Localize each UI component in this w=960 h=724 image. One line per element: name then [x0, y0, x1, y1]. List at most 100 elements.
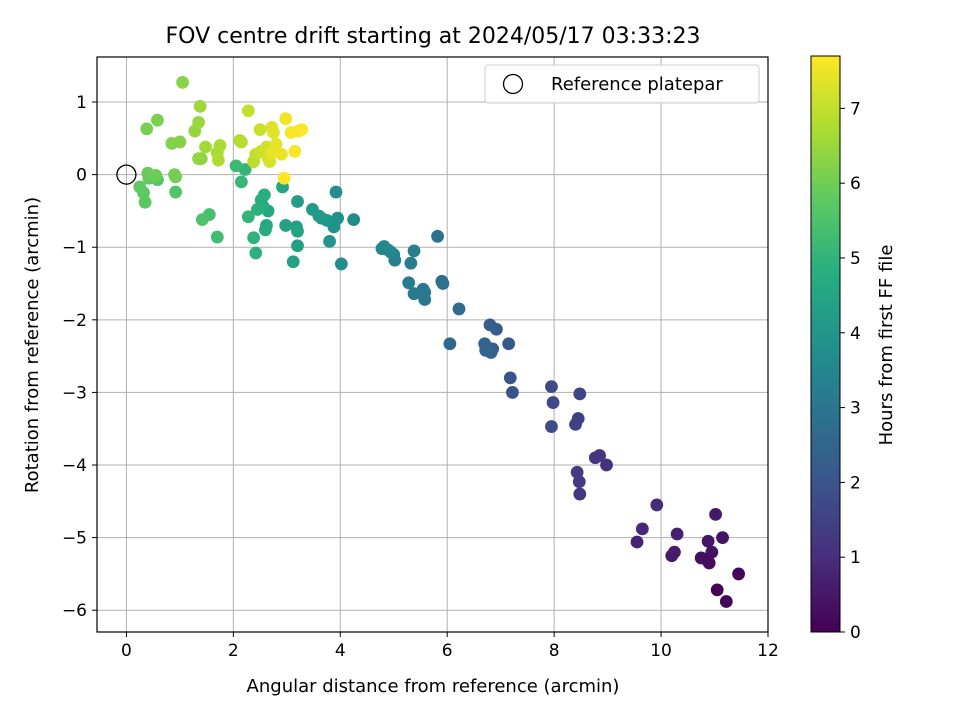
data-point [546, 396, 560, 409]
data-point [668, 545, 681, 559]
legend-reference-marker [502, 73, 524, 95]
data-point [407, 244, 421, 258]
x-tick-label: 0 [121, 641, 132, 661]
colorbar-tick-label: 1 [850, 548, 861, 568]
data-point [705, 545, 719, 559]
data-point [229, 159, 243, 173]
data-point [701, 534, 715, 548]
data-point [418, 285, 432, 299]
x-tick-label: 8 [549, 641, 560, 661]
y-tick-label: 1 [76, 93, 87, 113]
data-point [291, 195, 304, 208]
data-point [377, 240, 391, 253]
data-point [288, 144, 302, 158]
data-point [241, 104, 255, 118]
data-point [483, 318, 497, 332]
data-point [286, 255, 300, 269]
data-point [275, 147, 288, 161]
data-point [635, 522, 649, 536]
data-point [199, 140, 212, 154]
colorbar-tick-label: 6 [850, 174, 861, 194]
x-tick-label: 12 [757, 641, 779, 661]
data-point [569, 417, 582, 431]
data-point [259, 223, 272, 237]
data-point [600, 458, 613, 472]
plot-frame [96, 56, 769, 633]
data-point [670, 527, 684, 541]
data-point [247, 231, 261, 245]
data-point [443, 337, 457, 351]
data-point [545, 420, 558, 433]
x-ticks: 0 2 4 6 8 10 12 [121, 632, 779, 661]
data-point [267, 126, 280, 139]
data-point [250, 203, 264, 216]
data-point [192, 115, 205, 129]
data-point [479, 343, 493, 357]
data-point [279, 219, 293, 232]
data-point [277, 171, 291, 185]
colorbar-gradient [810, 55, 841, 633]
data-point [257, 188, 271, 202]
y-ticks: 1 0 −1 −2 −3 −4 −5 −6 [62, 93, 97, 621]
data-point [176, 76, 189, 89]
colorbar-tick-label: 2 [850, 473, 861, 493]
data-point [709, 507, 723, 521]
data-point [149, 168, 163, 182]
y-tick-label: −5 [62, 529, 87, 549]
colorbar-tick-label: 7 [850, 99, 861, 119]
data-point [173, 135, 187, 149]
legend-box [484, 64, 760, 104]
data-point [279, 112, 293, 126]
data-point [502, 337, 516, 351]
data-point [732, 567, 745, 581]
data-point [630, 535, 644, 549]
data-point [323, 235, 336, 248]
colorbar: 0 1 2 3 4 5 6 7 Hours from first FF file [810, 55, 897, 643]
colorbar-tick-label: 0 [850, 623, 861, 643]
colorbar-tick-label: 5 [850, 249, 861, 269]
colorbar-tick-label: 4 [850, 324, 861, 344]
data-point [503, 371, 517, 385]
x-axis-label: Angular distance from reference (arcmin) [247, 676, 620, 697]
x-tick-label: 4 [335, 641, 346, 661]
chart-title: FOV centre drift starting at 2024/05/17 … [166, 24, 701, 49]
data-point [133, 180, 147, 194]
data-point [452, 302, 466, 316]
data-point [151, 113, 164, 127]
y-tick-label: −4 [62, 456, 87, 476]
x-tick-label: 2 [228, 641, 239, 661]
legend-label: Reference platepar [551, 74, 723, 95]
data-point [234, 135, 248, 149]
data-point [169, 185, 182, 199]
reference-platepar-marker [116, 164, 137, 185]
data-point [291, 239, 304, 253]
data-point [650, 498, 664, 512]
y-tick-label: −3 [62, 383, 87, 403]
data-point [347, 213, 361, 227]
data-point [506, 386, 519, 399]
y-tick-label: −2 [62, 311, 87, 331]
y-tick-label: −6 [62, 601, 87, 621]
colorbar-label: Hours from first FF file [876, 245, 897, 446]
y-tick-label: 0 [76, 166, 87, 186]
data-point [234, 175, 248, 189]
data-point [710, 583, 724, 597]
data-point [570, 465, 584, 479]
data-point [291, 224, 304, 238]
data-point [138, 195, 152, 209]
colorbar-tick-label: 3 [850, 399, 861, 419]
x-tick-label: 6 [442, 641, 453, 661]
data-points [133, 76, 745, 608]
data-point [694, 551, 708, 565]
data-point [329, 185, 343, 199]
data-point [192, 152, 205, 166]
data-point [140, 122, 154, 136]
data-point [719, 595, 733, 608]
data-point [193, 99, 207, 113]
data-point [241, 210, 255, 224]
data-point [436, 277, 450, 290]
data-point [573, 387, 587, 401]
data-point [402, 276, 416, 290]
data-point [573, 487, 587, 501]
